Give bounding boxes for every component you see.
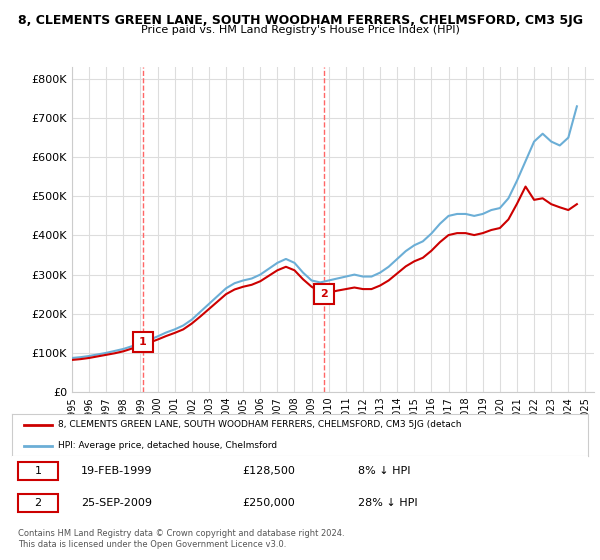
Text: £250,000: £250,000	[242, 498, 295, 508]
Text: 1: 1	[139, 337, 146, 347]
Text: 8, CLEMENTS GREEN LANE, SOUTH WOODHAM FERRERS, CHELMSFORD, CM3 5JG (detach: 8, CLEMENTS GREEN LANE, SOUTH WOODHAM FE…	[58, 421, 461, 430]
Text: 19-FEB-1999: 19-FEB-1999	[81, 465, 152, 475]
FancyBboxPatch shape	[18, 461, 58, 479]
Text: 8% ↓ HPI: 8% ↓ HPI	[358, 465, 410, 475]
Text: Contains HM Land Registry data © Crown copyright and database right 2024.
This d: Contains HM Land Registry data © Crown c…	[18, 529, 344, 549]
Text: 25-SEP-2009: 25-SEP-2009	[81, 498, 152, 508]
Text: Price paid vs. HM Land Registry's House Price Index (HPI): Price paid vs. HM Land Registry's House …	[140, 25, 460, 35]
Text: 28% ↓ HPI: 28% ↓ HPI	[358, 498, 417, 508]
Text: £128,500: £128,500	[242, 465, 295, 475]
Text: 2: 2	[34, 498, 41, 508]
Text: HPI: Average price, detached house, Chelmsford: HPI: Average price, detached house, Chel…	[58, 441, 277, 450]
FancyBboxPatch shape	[18, 494, 58, 512]
Text: 1: 1	[34, 465, 41, 475]
Text: 8, CLEMENTS GREEN LANE, SOUTH WOODHAM FERRERS, CHELMSFORD, CM3 5JG: 8, CLEMENTS GREEN LANE, SOUTH WOODHAM FE…	[17, 14, 583, 27]
Text: 2: 2	[320, 289, 328, 299]
